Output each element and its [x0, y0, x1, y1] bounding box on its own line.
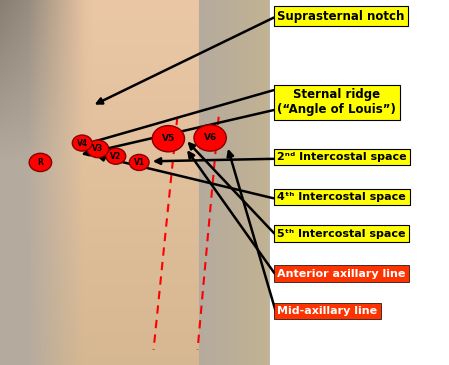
Circle shape — [129, 154, 149, 170]
Circle shape — [106, 148, 126, 164]
Text: 5ᵗʰ Intercostal space: 5ᵗʰ Intercostal space — [277, 228, 406, 239]
Circle shape — [87, 140, 109, 158]
Text: V3: V3 — [92, 145, 103, 153]
FancyBboxPatch shape — [269, 0, 449, 365]
Circle shape — [72, 135, 92, 151]
Circle shape — [29, 153, 52, 172]
Text: V5: V5 — [162, 134, 175, 143]
Text: 2ⁿᵈ Intercostal space: 2ⁿᵈ Intercostal space — [277, 152, 407, 162]
Text: Anterior axillary line: Anterior axillary line — [277, 269, 406, 279]
Text: Mid-axillary line: Mid-axillary line — [277, 306, 378, 316]
Circle shape — [194, 125, 226, 151]
Text: 4ᵗʰ Intercostal space: 4ᵗʰ Intercostal space — [277, 192, 406, 202]
Text: V6: V6 — [203, 134, 217, 142]
Text: R: R — [37, 158, 44, 167]
Text: V4: V4 — [77, 139, 88, 147]
Text: Sternal ridge
(“Angle of Louis”): Sternal ridge (“Angle of Louis”) — [277, 88, 396, 116]
Circle shape — [152, 126, 185, 152]
Text: Suprasternal notch: Suprasternal notch — [277, 10, 405, 23]
Text: V1: V1 — [134, 158, 145, 167]
Text: V2: V2 — [110, 152, 121, 161]
